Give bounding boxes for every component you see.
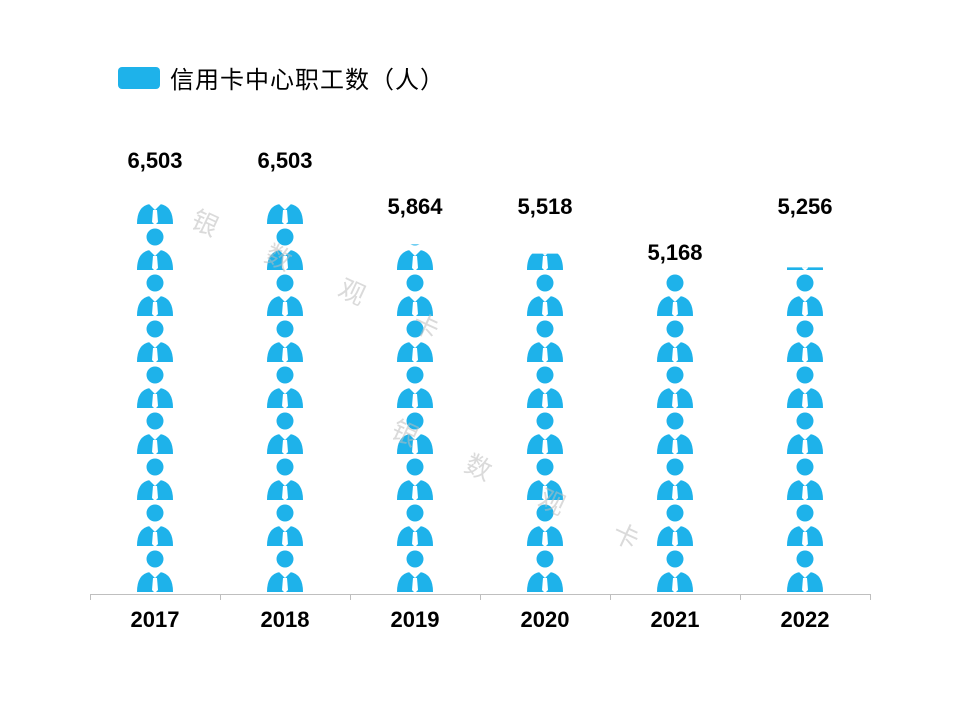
person-icon — [262, 410, 308, 456]
person-icon — [262, 180, 308, 226]
person-icon — [132, 226, 178, 272]
pictogram-column: 6,503 — [220, 148, 350, 594]
person-icon — [392, 456, 438, 502]
value-label: 5,518 — [517, 194, 572, 220]
person-icon — [132, 318, 178, 364]
value-label: 6,503 — [257, 148, 312, 174]
person-icon — [262, 364, 308, 410]
person-icon — [262, 272, 308, 318]
x-axis-label: 2022 — [740, 607, 870, 633]
person-icon — [782, 410, 828, 456]
person-icon — [392, 226, 438, 272]
pictogram-column: 5,518 — [480, 194, 610, 594]
person-icon — [132, 456, 178, 502]
icon-stack — [262, 180, 308, 594]
person-icon — [522, 456, 568, 502]
person-icon — [652, 318, 698, 364]
person-icon — [652, 364, 698, 410]
person-icon — [262, 548, 308, 594]
person-icon — [262, 226, 308, 272]
person-icon — [782, 364, 828, 410]
person-icon — [782, 456, 828, 502]
person-icon — [522, 272, 568, 318]
person-icon — [782, 226, 828, 272]
person-icon — [522, 226, 568, 272]
person-icon — [132, 364, 178, 410]
x-axis-label: 2018 — [220, 607, 350, 633]
x-axis-label: 2019 — [350, 607, 480, 633]
icon-stack — [132, 180, 178, 594]
person-icon — [782, 548, 828, 594]
person-icon — [132, 272, 178, 318]
person-icon — [262, 502, 308, 548]
x-tick — [610, 594, 611, 600]
icon-stack — [392, 226, 438, 594]
x-axis-labels: 201720182019202020212022 — [90, 607, 870, 633]
person-icon — [392, 548, 438, 594]
x-axis-label: 2021 — [610, 607, 740, 633]
person-icon — [652, 548, 698, 594]
person-icon — [392, 318, 438, 364]
x-tick — [90, 594, 91, 600]
legend-swatch — [118, 67, 160, 89]
icon-stack — [782, 226, 828, 594]
person-icon — [652, 456, 698, 502]
person-icon — [522, 548, 568, 594]
chart-container: 信用卡中心职工数（人） 6,503 6,503 5,864 5,518 5,168 5,2… — [60, 60, 900, 680]
person-icon — [392, 272, 438, 318]
person-icon — [522, 410, 568, 456]
pictogram-column: 5,256 — [740, 194, 870, 594]
value-label: 5,256 — [777, 194, 832, 220]
person-icon — [132, 410, 178, 456]
x-axis-label: 2017 — [90, 607, 220, 633]
person-icon — [392, 502, 438, 548]
person-icon — [132, 502, 178, 548]
person-icon — [262, 456, 308, 502]
icon-stack — [652, 272, 698, 594]
legend: 信用卡中心职工数（人） — [118, 60, 900, 95]
person-icon — [132, 548, 178, 594]
plot-area: 6,5036,5035,8645,5185,1685,256 201720182… — [90, 155, 870, 625]
person-icon — [782, 272, 828, 318]
person-icon — [522, 502, 568, 548]
x-tick — [870, 594, 871, 600]
pictogram-column: 6,503 — [90, 148, 220, 594]
person-icon — [262, 318, 308, 364]
legend-label: 信用卡中心职工数（人） — [170, 60, 445, 95]
person-icon — [652, 410, 698, 456]
person-icon — [782, 502, 828, 548]
columns-row: 6,5036,5035,8645,5185,1685,256 — [90, 155, 870, 595]
icon-stack — [522, 226, 568, 594]
person-icon — [522, 318, 568, 364]
pictogram-column: 5,168 — [610, 240, 740, 594]
person-icon — [522, 364, 568, 410]
x-tick — [480, 594, 481, 600]
x-tick — [350, 594, 351, 600]
person-icon — [782, 318, 828, 364]
person-icon — [652, 502, 698, 548]
person-icon — [652, 272, 698, 318]
person-icon — [392, 364, 438, 410]
x-tick — [220, 594, 221, 600]
x-tick — [740, 594, 741, 600]
value-label: 5,864 — [387, 194, 442, 220]
person-icon — [132, 180, 178, 226]
pictogram-column: 5,864 — [350, 194, 480, 594]
value-label: 6,503 — [127, 148, 182, 174]
person-icon — [392, 410, 438, 456]
x-axis-label: 2020 — [480, 607, 610, 633]
value-label: 5,168 — [647, 240, 702, 266]
